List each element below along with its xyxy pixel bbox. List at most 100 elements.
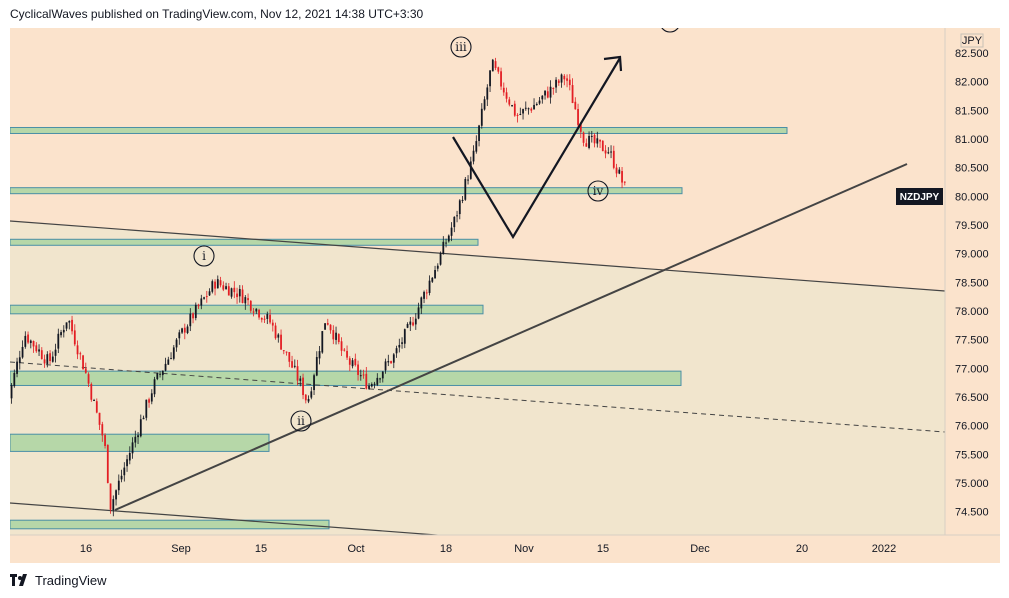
candle	[428, 275, 431, 296]
projection-zigzag	[452, 55, 623, 240]
candle	[544, 90, 546, 100]
projection-arrowhead	[603, 55, 623, 72]
last-price-symbol: NZDJPY	[900, 192, 940, 203]
candle	[200, 294, 203, 310]
candle	[252, 308, 255, 317]
candle	[387, 354, 390, 367]
candle	[156, 372, 159, 381]
candle	[508, 96, 511, 107]
candle	[225, 282, 227, 290]
price-tick: 78.000	[955, 306, 989, 318]
candle	[203, 296, 205, 300]
candle	[120, 469, 123, 483]
candle	[541, 95, 544, 104]
price-tick: 81.000	[955, 134, 989, 146]
svg-text:v: v	[666, 15, 674, 29]
zone-4	[10, 370, 682, 386]
candle	[65, 322, 68, 332]
candle	[593, 133, 596, 148]
candle	[40, 347, 43, 360]
time-tick: Nov	[514, 543, 534, 555]
candle	[95, 398, 98, 414]
zone-6	[10, 519, 330, 530]
price-tick: 77.500	[955, 335, 989, 347]
candle	[93, 398, 95, 402]
candle	[590, 130, 593, 143]
projection-path	[452, 57, 621, 240]
candle	[324, 323, 326, 330]
candle	[450, 222, 453, 242]
candle	[489, 70, 491, 92]
candle	[359, 369, 362, 381]
candle	[307, 395, 310, 404]
candle	[486, 84, 489, 107]
candle	[51, 351, 54, 363]
candle	[533, 98, 535, 110]
price-tick: 74.500	[955, 507, 989, 519]
candle	[351, 358, 354, 369]
candle	[227, 283, 230, 296]
zone-0	[10, 126, 788, 134]
candle	[222, 281, 225, 292]
candle	[555, 77, 557, 93]
candle	[343, 348, 346, 352]
price-tick: 79.500	[955, 220, 989, 232]
candle	[612, 145, 615, 170]
candle	[588, 131, 590, 150]
trend-lines	[10, 163, 945, 535]
candle	[447, 234, 450, 243]
candle	[46, 351, 49, 368]
candle	[513, 100, 516, 117]
candle	[194, 302, 197, 321]
candle	[340, 337, 343, 357]
tradingview-footer[interactable]: TradingView	[10, 572, 107, 588]
candle	[445, 238, 447, 248]
candle	[183, 323, 186, 340]
price-axis[interactable]: 82.500 82.000 81.500 81.000 80.500 80.000 79.5…	[955, 48, 989, 519]
candle	[134, 430, 137, 448]
candle	[57, 328, 60, 354]
candle	[406, 322, 409, 329]
candle	[263, 315, 266, 323]
candle	[401, 337, 403, 349]
support-resistance-zones	[10, 126, 788, 530]
candle	[60, 329, 62, 338]
time-tick: 2022	[872, 543, 896, 555]
candle	[186, 324, 189, 335]
candle	[398, 338, 401, 353]
candle	[362, 369, 365, 379]
candle	[368, 383, 370, 390]
candle	[357, 360, 359, 381]
candle	[483, 96, 486, 111]
candle	[491, 58, 494, 72]
time-axis[interactable]: 16 Sep 15 Oct 18 Nov 15 Dec 20 2022	[80, 543, 896, 555]
candle	[552, 87, 555, 95]
candle	[557, 78, 560, 86]
candle	[21, 340, 24, 359]
candle	[535, 102, 538, 106]
time-tick: 15	[597, 543, 609, 555]
candle	[230, 287, 233, 299]
candle	[211, 279, 214, 294]
candle	[615, 163, 618, 178]
candle	[271, 319, 274, 332]
price-tick: 82.000	[955, 77, 989, 89]
candle	[596, 131, 599, 148]
candle	[266, 311, 269, 325]
candle	[500, 67, 502, 90]
candle	[607, 147, 610, 155]
candle	[123, 462, 126, 482]
candle	[335, 326, 337, 345]
candle	[214, 279, 216, 296]
wave-label-iii: iii	[450, 36, 472, 58]
price-tick: 81.500	[955, 105, 989, 117]
candle	[280, 329, 282, 350]
candle	[260, 317, 263, 323]
candle	[219, 276, 222, 288]
candle	[236, 287, 238, 304]
candle	[571, 78, 574, 104]
price-tick: 75.000	[955, 478, 989, 490]
candle	[403, 328, 406, 349]
candle	[478, 124, 480, 147]
